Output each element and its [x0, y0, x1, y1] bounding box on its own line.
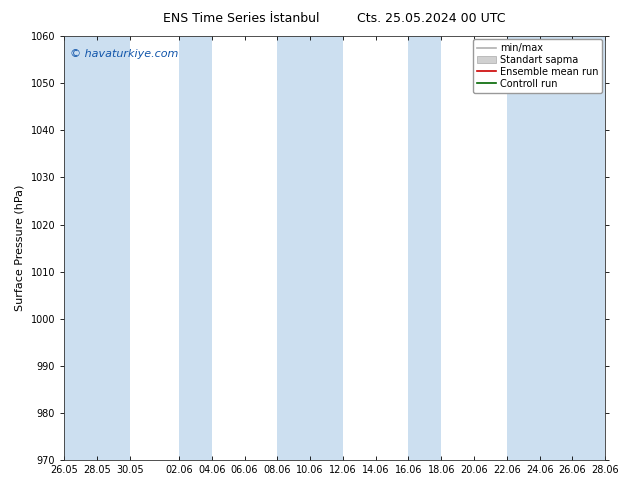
Bar — [179, 36, 212, 460]
Y-axis label: Surface Pressure (hPa): Surface Pressure (hPa) — [15, 185, 25, 311]
Text: ENS Time Series İstanbul: ENS Time Series İstanbul — [163, 12, 319, 25]
Bar — [310, 36, 343, 460]
Bar — [573, 36, 605, 460]
Text: © havaturkiye.com: © havaturkiye.com — [70, 49, 178, 59]
Bar — [64, 36, 97, 460]
Bar — [408, 36, 441, 460]
Bar — [540, 36, 573, 460]
Text: Cts. 25.05.2024 00 UTC: Cts. 25.05.2024 00 UTC — [357, 12, 505, 25]
Bar — [97, 36, 130, 460]
Bar — [507, 36, 540, 460]
Legend: min/max, Standart sapma, Ensemble mean run, Controll run: min/max, Standart sapma, Ensemble mean r… — [473, 39, 602, 93]
Bar — [277, 36, 310, 460]
